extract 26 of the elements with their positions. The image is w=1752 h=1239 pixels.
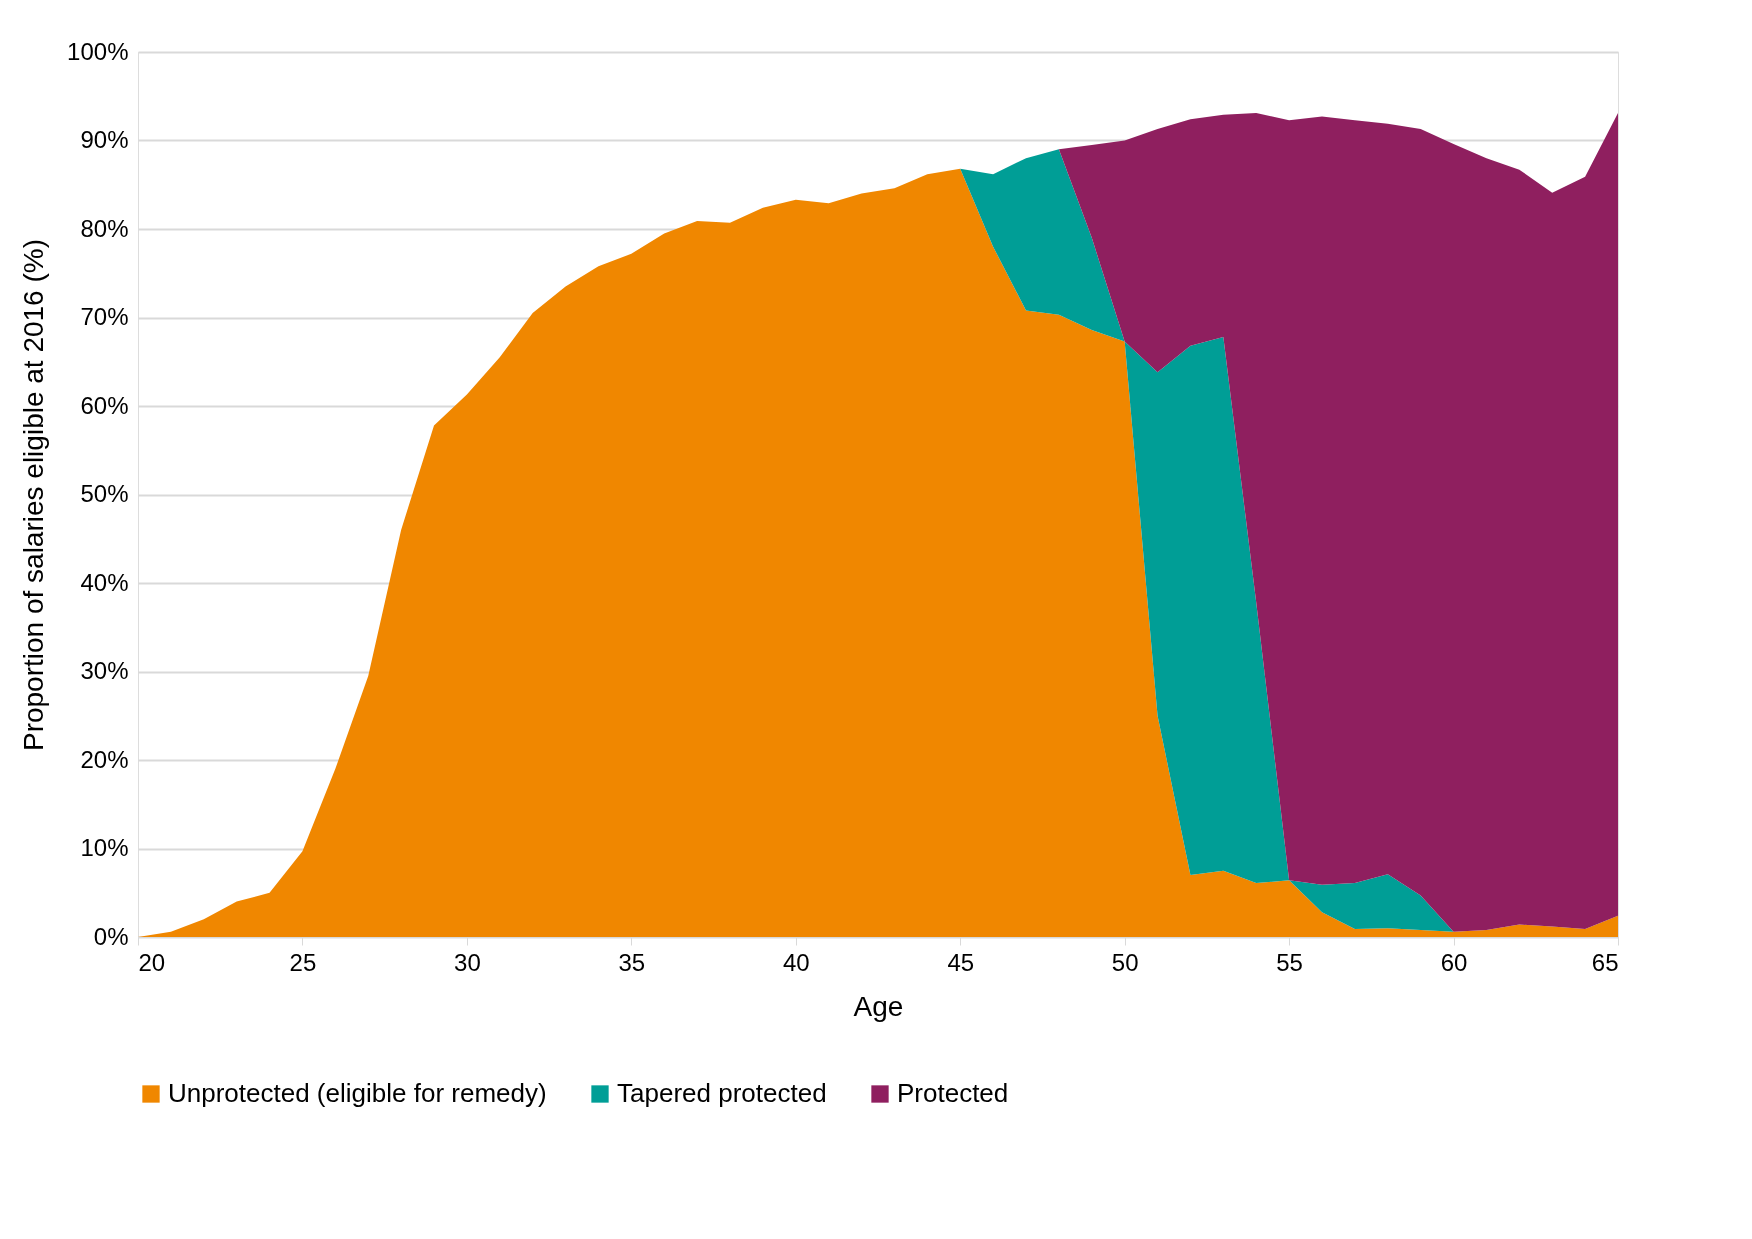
x-tick-label: 40 [782, 948, 810, 976]
x-tick-label: 35 [618, 948, 646, 976]
x-tick-label: 25 [289, 948, 317, 976]
y-tick-label: 0% [93, 922, 129, 950]
y-tick-label: 20% [80, 745, 129, 773]
legend-label: Unprotected (eligible for remedy) [168, 1078, 547, 1108]
x-axis-title: Age [853, 990, 904, 1022]
x-tick-label: 30 [454, 948, 481, 976]
y-axis-title: Proportion of salaries eligible at 2016 (%) [18, 238, 50, 752]
y-tick-label: 40% [80, 568, 129, 596]
y-tick-label: 100% [67, 37, 129, 65]
y-tick-label: 30% [80, 657, 129, 684]
legend-label: Tapered protected [617, 1078, 827, 1108]
x-tick-label: 45 [947, 948, 975, 976]
x-tick-label: 55 [1276, 948, 1303, 976]
y-tick-label: 60% [80, 391, 129, 419]
y-tick-label: 90% [80, 126, 129, 153]
legend-label: Protected [897, 1078, 1009, 1108]
x-tick-label: 65 [1591, 948, 1619, 976]
x-tick-label: 20 [138, 948, 166, 976]
x-tick-label: 50 [1111, 948, 1139, 976]
y-tick-label: 10% [80, 834, 129, 861]
x-tick-label: 60 [1440, 948, 1468, 976]
y-tick-label: 80% [80, 214, 129, 242]
y-tick-label: 50% [80, 480, 129, 507]
y-tick-label: 70% [80, 303, 129, 330]
